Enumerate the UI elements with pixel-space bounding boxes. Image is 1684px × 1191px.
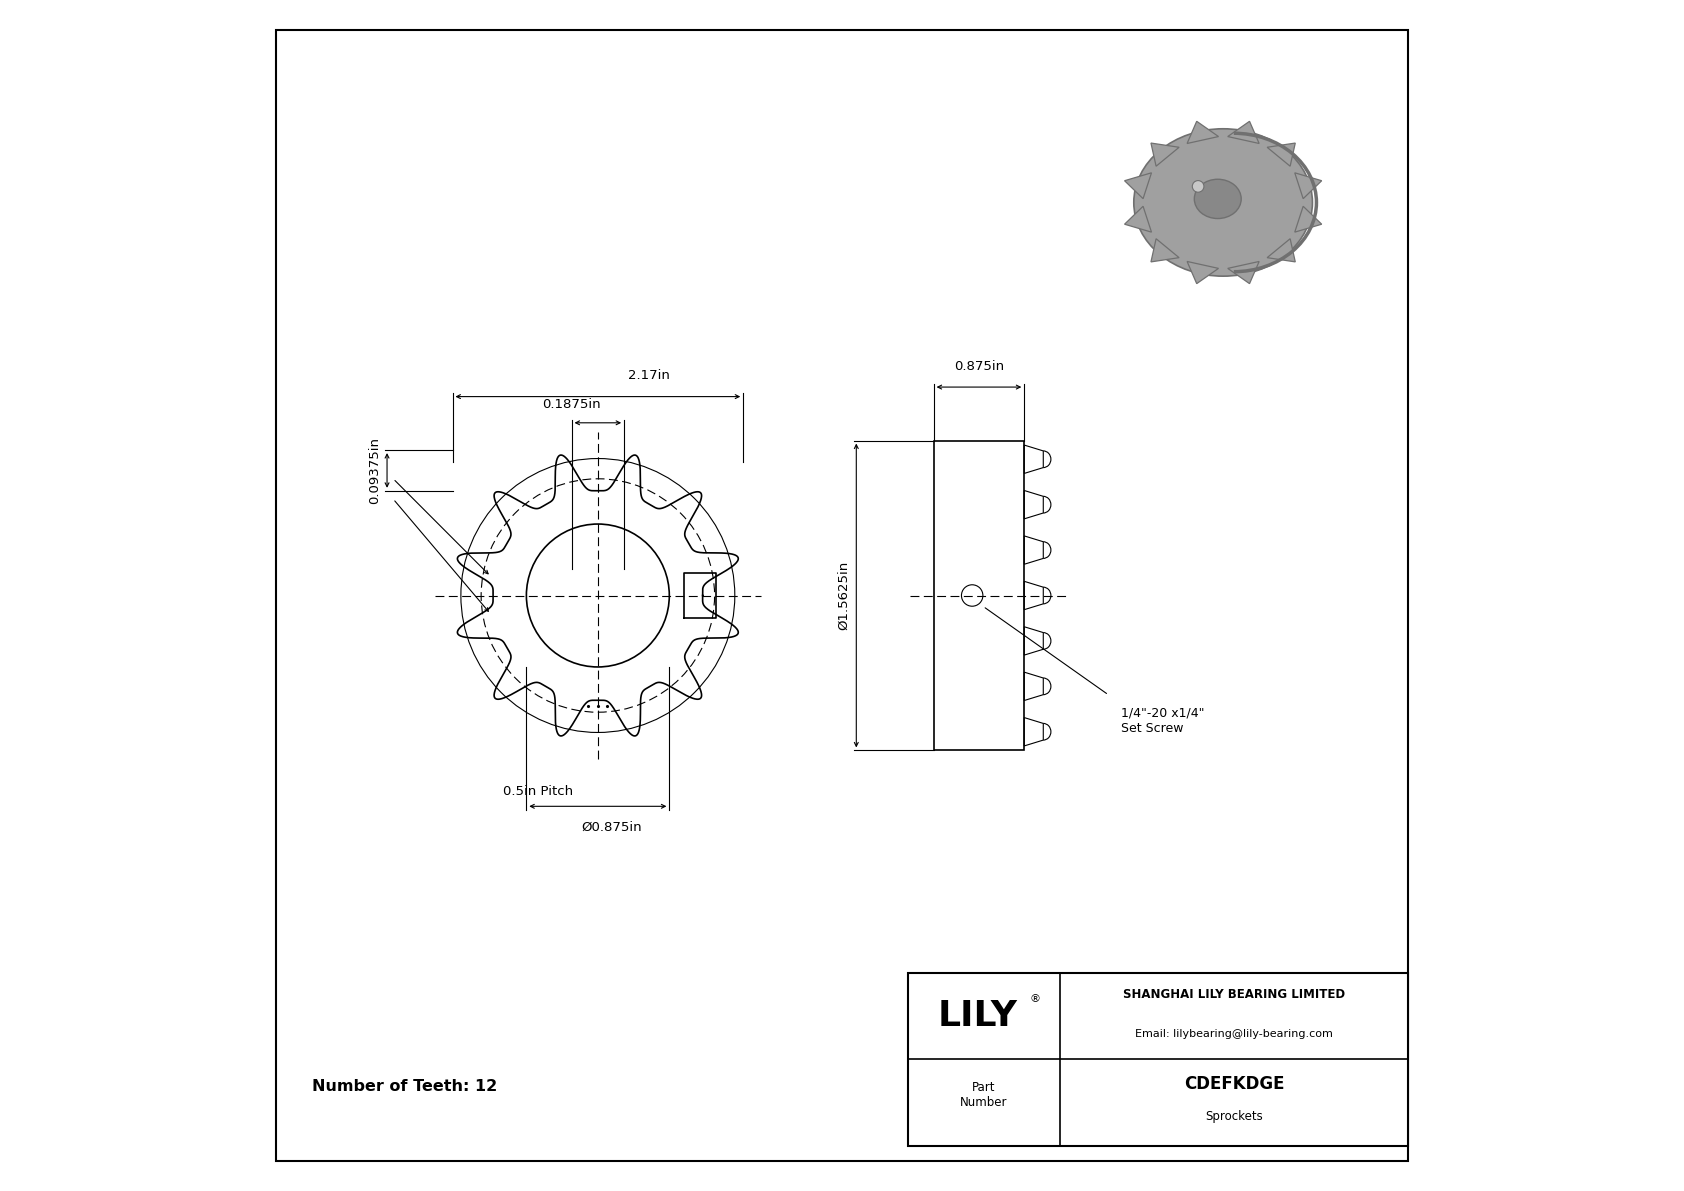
Polygon shape [1125, 206, 1152, 232]
Text: Ø1.5625in: Ø1.5625in [837, 561, 850, 630]
Polygon shape [1228, 121, 1260, 143]
Circle shape [1192, 181, 1204, 192]
Text: Part
Number: Part Number [960, 1081, 1007, 1110]
Polygon shape [1295, 173, 1322, 199]
Text: 1/4"-20 x1/4"
Set Screw: 1/4"-20 x1/4" Set Screw [1120, 707, 1204, 735]
Text: ®: ® [1029, 994, 1041, 1004]
Text: CDEFKDGE: CDEFKDGE [1184, 1074, 1285, 1092]
Text: 0.1875in: 0.1875in [542, 398, 601, 411]
Polygon shape [1187, 262, 1219, 283]
Polygon shape [1295, 206, 1322, 232]
Text: 0.09375in: 0.09375in [369, 437, 381, 504]
Text: Number of Teeth: 12: Number of Teeth: 12 [312, 1079, 497, 1093]
Ellipse shape [1133, 129, 1312, 276]
Text: 0.5in Pitch: 0.5in Pitch [502, 785, 573, 798]
Polygon shape [1187, 121, 1219, 143]
Polygon shape [1228, 262, 1260, 283]
Polygon shape [1150, 143, 1179, 167]
Bar [933, 441, 1024, 750]
Bar [908, 973, 1408, 1146]
Text: 0.875in: 0.875in [953, 360, 1004, 373]
Text: LILY: LILY [938, 999, 1017, 1034]
Polygon shape [1266, 143, 1295, 167]
Text: Ø0.875in: Ø0.875in [583, 821, 643, 834]
Text: SHANGHAI LILY BEARING LIMITED: SHANGHAI LILY BEARING LIMITED [1123, 989, 1346, 1002]
Polygon shape [1266, 238, 1295, 262]
Ellipse shape [1194, 179, 1241, 219]
Polygon shape [1150, 238, 1179, 262]
Polygon shape [1125, 173, 1152, 199]
Text: Sprockets: Sprockets [1206, 1110, 1263, 1123]
Text: Email: lilybearing@lily-bearing.com: Email: lilybearing@lily-bearing.com [1135, 1029, 1332, 1039]
Text: 2.17in: 2.17in [628, 369, 670, 382]
